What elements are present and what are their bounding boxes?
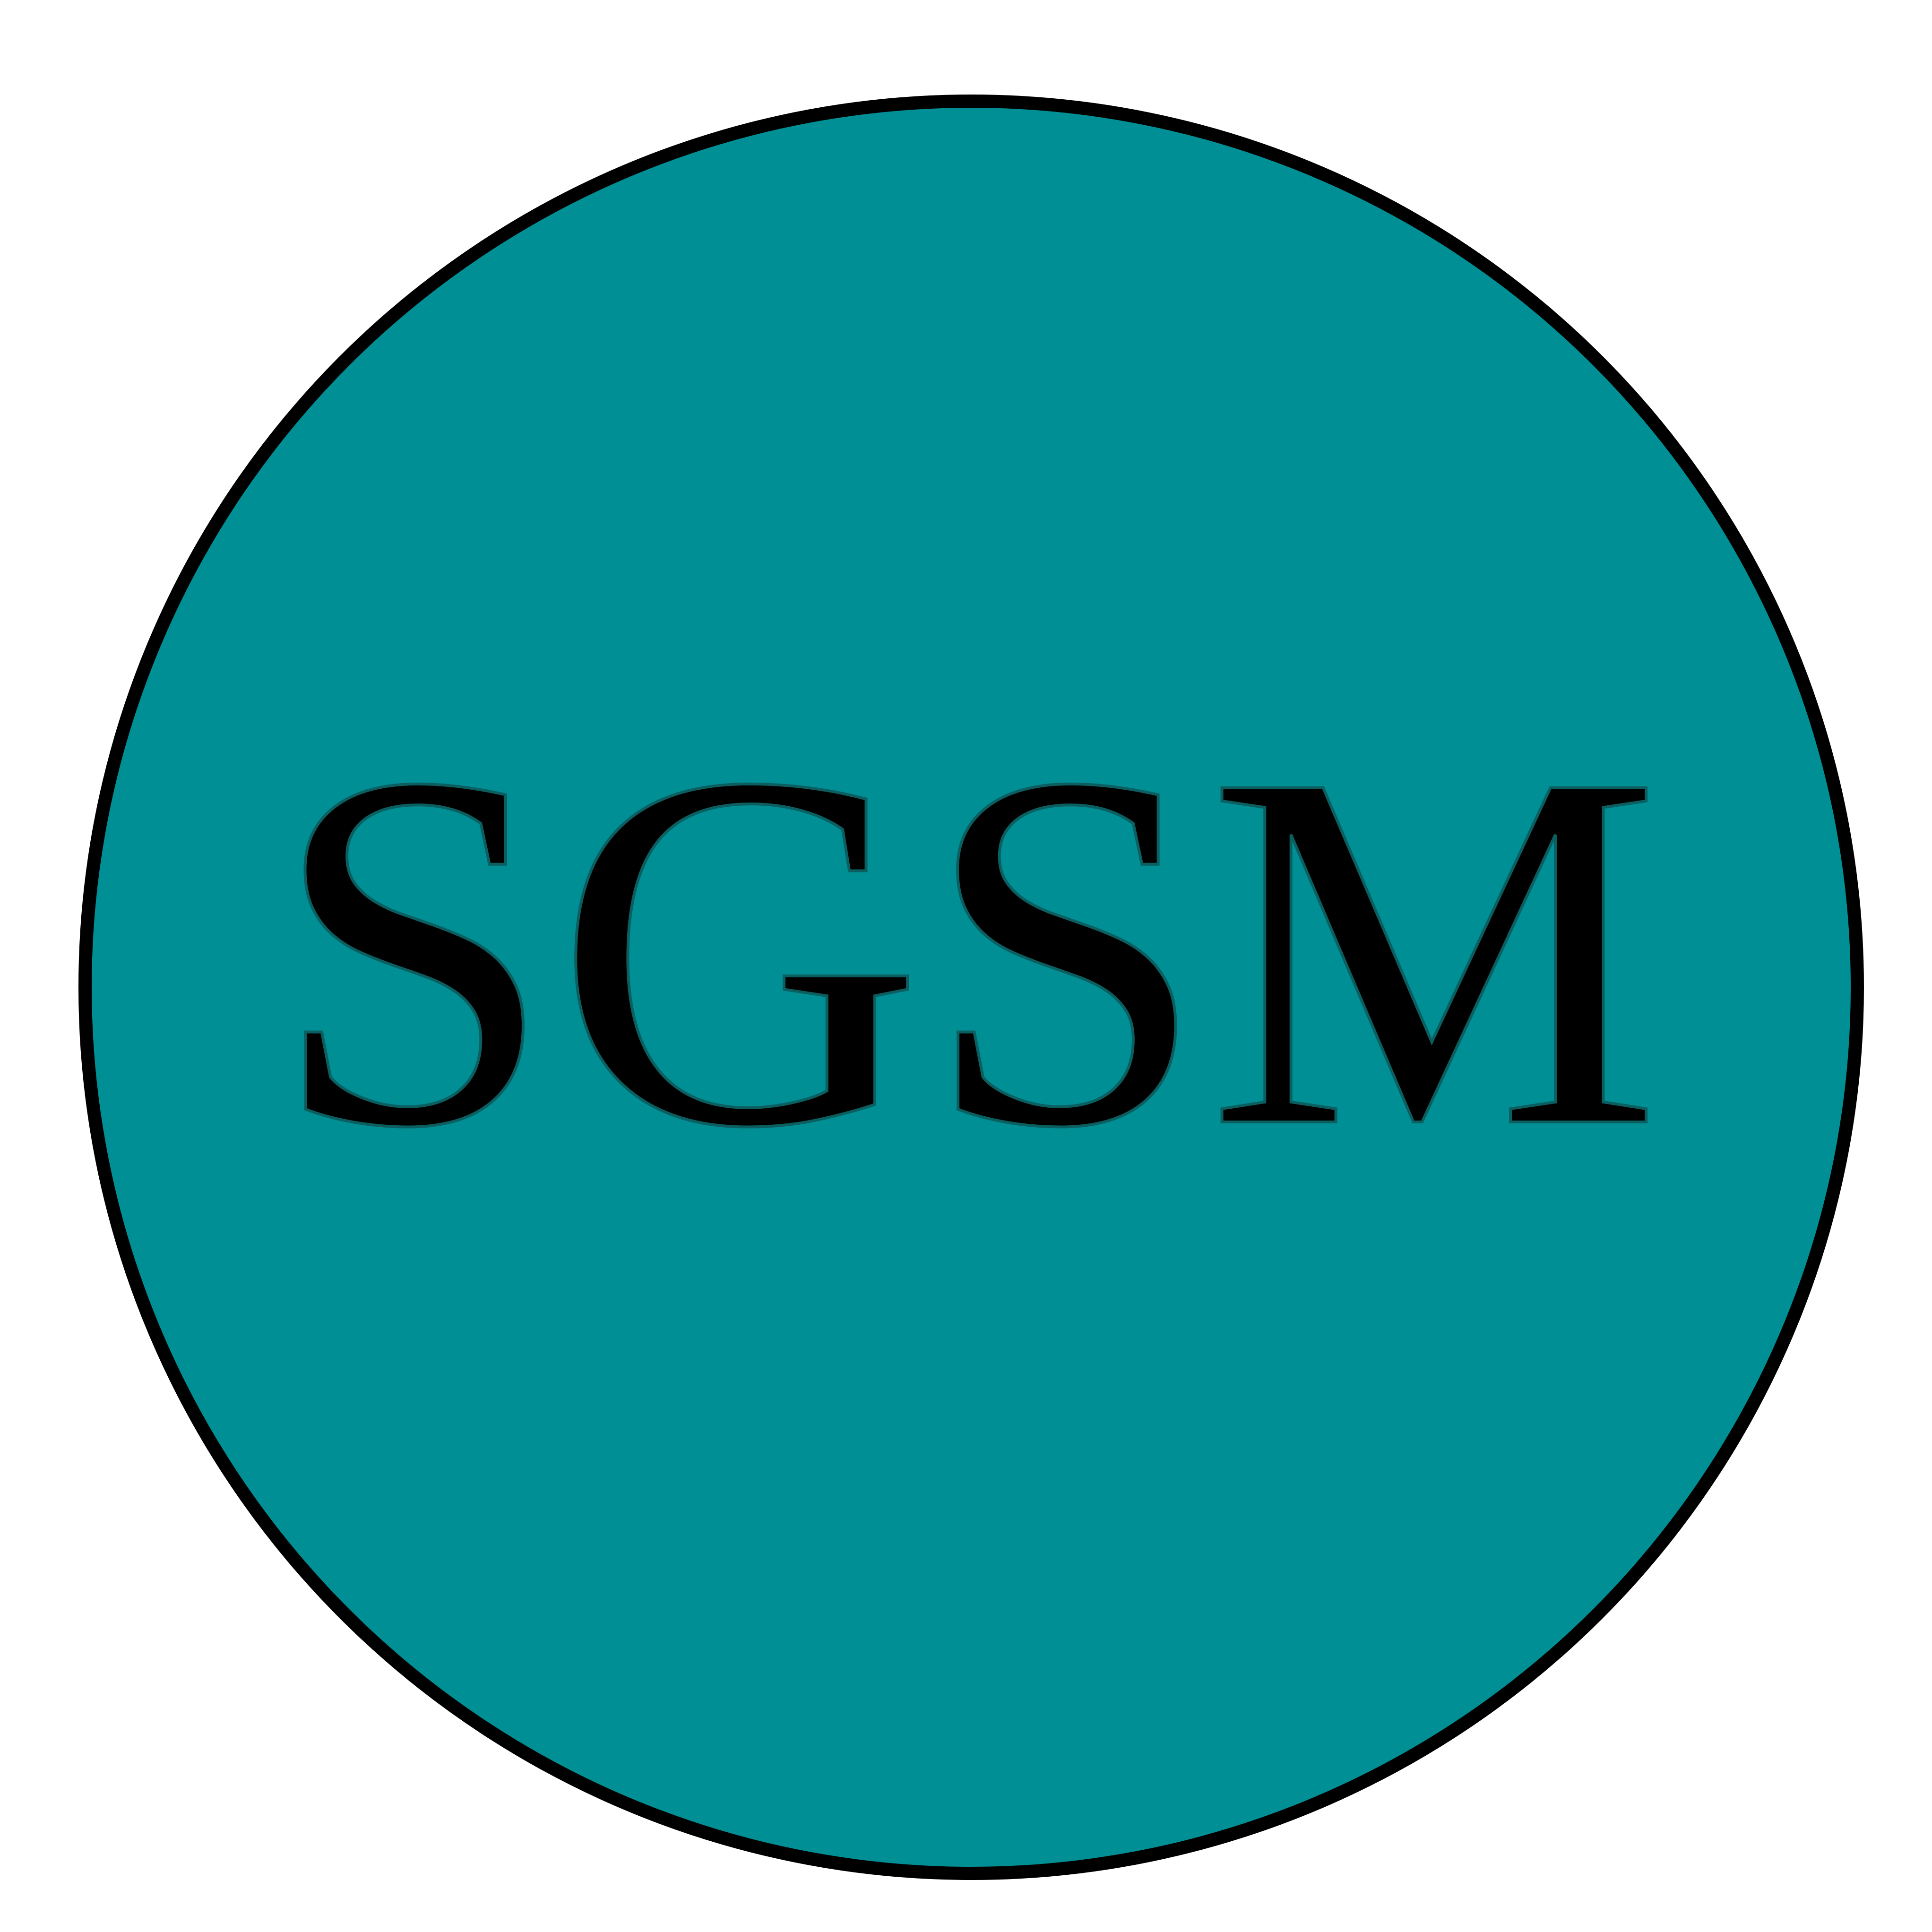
logo-text: SGSM (269, 667, 1663, 1233)
